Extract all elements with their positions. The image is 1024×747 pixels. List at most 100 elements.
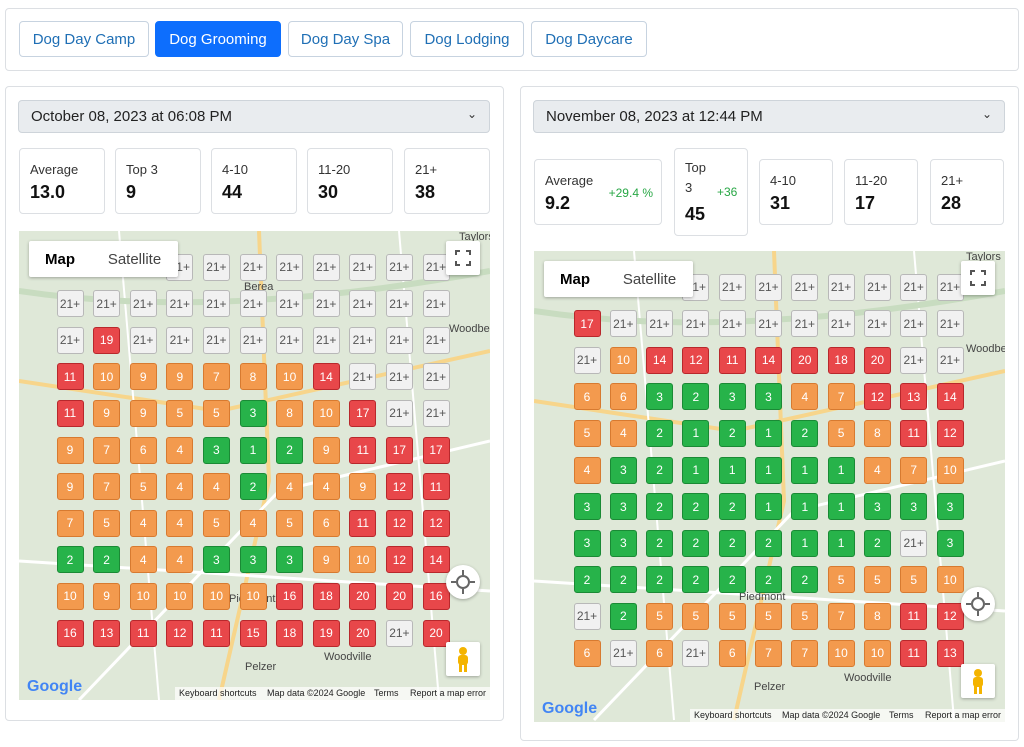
- rank-cell: 21+: [239, 326, 267, 354]
- rank-cell: 7: [202, 363, 230, 391]
- rank-cell: 4: [166, 509, 194, 537]
- rank-cell: 9: [129, 363, 157, 391]
- rank-cell: 6: [646, 639, 674, 667]
- rank-cell: 12: [385, 473, 413, 501]
- rank-cell: 8: [239, 363, 267, 391]
- rank-cell: 3: [239, 399, 267, 427]
- rank-cell: 6: [718, 639, 746, 667]
- satellite-button[interactable]: Satellite: [622, 270, 677, 288]
- rank-cell: 12: [385, 509, 413, 537]
- rank-cell: 2: [682, 383, 710, 411]
- tab[interactable]: Dog Day Camp: [19, 21, 149, 57]
- stat-value: 9.2: [545, 193, 571, 213]
- rank-cell: 10: [202, 582, 230, 610]
- report-link[interactable]: Report a map error: [925, 710, 1002, 720]
- rank-cell: 2: [646, 493, 674, 521]
- rank-cell: 5: [573, 419, 601, 447]
- stat-label: Average: [545, 173, 594, 188]
- rank-cell: 11: [900, 639, 928, 667]
- rank-cell: 20: [791, 346, 819, 374]
- map-footer: Keyboard shortcuts Map data ©2024 Google T…: [175, 687, 490, 700]
- stat-label: Average: [30, 162, 79, 177]
- rank-cell: 21+: [56, 290, 84, 318]
- tab[interactable]: Dog Daycare: [531, 21, 647, 57]
- rank-cell: 7: [93, 436, 121, 464]
- fullscreen-button[interactable]: [446, 241, 480, 275]
- pegman-button[interactable]: [446, 642, 480, 676]
- rank-cell: 5: [863, 566, 891, 594]
- rank-cell: 5: [202, 399, 230, 427]
- map: TaylorsBereaWoodberPiedmontPelzerWoodvil…: [19, 231, 490, 700]
- rank-cell: 21+: [349, 326, 377, 354]
- rank-cell: 2: [791, 566, 819, 594]
- rank-cell: 3: [609, 529, 637, 557]
- rank-cell: 3: [573, 493, 601, 521]
- rank-cell: 7: [791, 639, 819, 667]
- rank-cell: 21+: [791, 310, 819, 338]
- rank-cell: 21+: [239, 290, 267, 318]
- rank-cell: 10: [276, 363, 304, 391]
- rank-cell: 1: [827, 529, 855, 557]
- rank-cell: 5: [791, 602, 819, 630]
- shortcuts-link[interactable]: Keyboard shortcuts: [179, 688, 257, 698]
- rank-cell: 9: [93, 582, 121, 610]
- rank-cell: 1: [755, 456, 782, 484]
- locate-button[interactable]: [446, 565, 480, 599]
- rank-cell: 20: [349, 619, 377, 647]
- rank-cell: 11: [900, 602, 928, 630]
- rank-cell: 17: [573, 310, 601, 338]
- rank-cell: 21+: [129, 326, 157, 354]
- rank-cell: 14: [936, 383, 964, 411]
- rank-cell: 4: [573, 456, 601, 484]
- stat-card: 21+ 38: [404, 148, 490, 214]
- tab[interactable]: Dog Lodging: [410, 21, 524, 57]
- rank-cell: 3: [202, 436, 230, 464]
- stat-value: 45: [685, 204, 706, 224]
- rank-cell: 21+: [422, 290, 450, 318]
- rank-cell: 21+: [827, 310, 855, 338]
- tab[interactable]: Dog Grooming: [155, 21, 281, 57]
- map-button[interactable]: Map: [45, 250, 75, 268]
- rank-cell: 17: [385, 436, 413, 464]
- stat-card: Top 3 45 +36: [674, 148, 748, 236]
- fullscreen-button[interactable]: [961, 261, 995, 295]
- rank-cell: 5: [755, 602, 782, 630]
- place-label: Taylors: [966, 251, 1001, 263]
- rank-cell: 13: [93, 619, 121, 647]
- map-footer: Keyboard shortcuts Map data ©2024 Google T…: [690, 709, 1005, 722]
- rank-cell: 6: [609, 383, 637, 411]
- rank-cell: 20: [422, 619, 450, 647]
- rank-cell: 19: [312, 619, 340, 647]
- google-logo: Google: [27, 678, 83, 695]
- rank-cell: 5: [646, 602, 674, 630]
- pegman-button[interactable]: [961, 664, 995, 698]
- rank-cell: 2: [863, 529, 891, 557]
- map-button[interactable]: Map: [560, 270, 590, 288]
- rank-cell: 3: [936, 529, 964, 557]
- terms-link[interactable]: Terms: [374, 688, 399, 698]
- date-dropdown[interactable]: October 08, 2023 at 06:08 PM ⌄: [18, 100, 490, 133]
- rank-cell: 21+: [349, 363, 377, 391]
- chevron: ⌄: [981, 107, 992, 121]
- stat-label: 4-10: [770, 173, 797, 188]
- rank-cell: 11: [56, 399, 84, 427]
- terms-link[interactable]: Terms: [889, 710, 914, 720]
- rank-cell: 1: [682, 419, 710, 447]
- rank-cell: 16: [276, 582, 304, 610]
- tab[interactable]: Dog Day Spa: [288, 21, 403, 57]
- rank-cell: 9: [56, 473, 84, 501]
- rank-cell: 1: [827, 493, 855, 521]
- rank-cell: 11: [129, 619, 157, 647]
- satellite-button[interactable]: Satellite: [107, 250, 162, 268]
- place-label: Woodville: [324, 651, 372, 663]
- rank-cell: 21+: [276, 290, 304, 318]
- rank-cell: 11: [202, 619, 230, 647]
- rank-cell: 21+: [312, 290, 340, 318]
- rank-cell: 14: [422, 546, 450, 574]
- rank-cell: 4: [791, 383, 819, 411]
- date-dropdown[interactable]: November 08, 2023 at 12:44 PM ⌄: [533, 100, 1005, 133]
- rank-cell: 21+: [422, 326, 450, 354]
- locate-button[interactable]: [961, 587, 995, 621]
- shortcuts-link[interactable]: Keyboard shortcuts: [694, 710, 772, 720]
- report-link[interactable]: Report a map error: [410, 688, 487, 698]
